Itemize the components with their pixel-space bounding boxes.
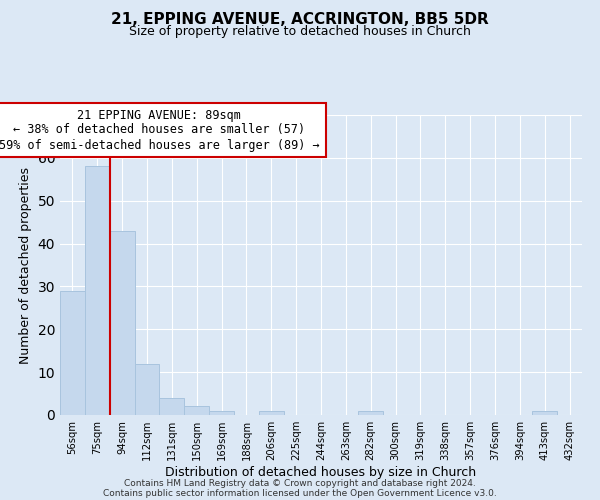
Text: Contains HM Land Registry data © Crown copyright and database right 2024.: Contains HM Land Registry data © Crown c… — [124, 478, 476, 488]
X-axis label: Distribution of detached houses by size in Church: Distribution of detached houses by size … — [166, 466, 476, 479]
Text: Size of property relative to detached houses in Church: Size of property relative to detached ho… — [129, 25, 471, 38]
Bar — [160, 398, 184, 415]
Bar — [85, 166, 110, 415]
Bar — [209, 410, 234, 415]
Y-axis label: Number of detached properties: Number of detached properties — [19, 166, 32, 364]
Text: 21 EPPING AVENUE: 89sqm
← 38% of detached houses are smaller (57)
59% of semi-de: 21 EPPING AVENUE: 89sqm ← 38% of detache… — [0, 108, 320, 152]
Bar — [358, 410, 383, 415]
Text: Contains public sector information licensed under the Open Government Licence v3: Contains public sector information licen… — [103, 488, 497, 498]
Bar — [60, 290, 85, 415]
Bar — [110, 230, 134, 415]
Bar — [532, 410, 557, 415]
Bar — [184, 406, 209, 415]
Bar — [259, 410, 284, 415]
Bar — [134, 364, 160, 415]
Text: 21, EPPING AVENUE, ACCRINGTON, BB5 5DR: 21, EPPING AVENUE, ACCRINGTON, BB5 5DR — [111, 12, 489, 28]
